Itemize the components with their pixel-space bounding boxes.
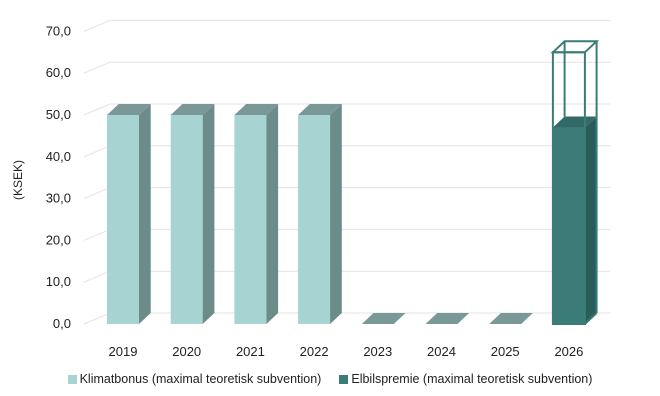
bar-front bbox=[552, 127, 585, 324]
bar-outline-wireframe bbox=[550, 40, 600, 326]
wireframe-top bbox=[550, 40, 600, 54]
bar-front bbox=[170, 115, 203, 324]
bar-klimatbonus bbox=[298, 104, 342, 324]
gridline-wall bbox=[83, 103, 111, 116]
bar-side bbox=[266, 104, 279, 324]
legend: Klimatbonus (maximal teoretisk subventio… bbox=[0, 372, 660, 386]
bar-side bbox=[139, 104, 151, 324]
legend-label-elbilspremie: Elbilspremie (maximal teoretisk subventi… bbox=[351, 372, 593, 386]
bar-klimatbonus bbox=[170, 104, 215, 324]
bar-top bbox=[234, 104, 279, 115]
x-axis-ticks: 2019 2020 2021 2022 2023 2024 2025 2026 bbox=[109, 344, 584, 359]
bar-klimatbonus bbox=[425, 313, 470, 324]
legend-item-klimatbonus: Klimatbonus (maximal teoretisk subventio… bbox=[67, 372, 322, 386]
gridline-wall bbox=[83, 187, 111, 200]
x-tick-label: 2025 bbox=[491, 344, 520, 359]
x-tick-label: 2021 bbox=[236, 344, 265, 359]
y-tick-label: 0,0 bbox=[53, 316, 71, 331]
gridline-wall bbox=[83, 270, 111, 283]
bar-klimatbonus bbox=[361, 313, 406, 324]
y-tick-label: 70,0 bbox=[46, 23, 71, 38]
x-tick-label: 2022 bbox=[300, 344, 329, 359]
chart: 0,0 10,0 20,0 30,0 40,0 50,0 60,0 70,0 2019 2020… bbox=[11, 19, 610, 359]
x-tick-label: 2020 bbox=[172, 344, 201, 359]
x-tick-label: 2026 bbox=[554, 344, 583, 359]
legend-swatch-elbilspremie bbox=[339, 374, 349, 384]
y-tick-label: 40,0 bbox=[46, 149, 71, 164]
y-axis-ticks: 0,0 10,0 20,0 30,0 40,0 50,0 60,0 70,0 bbox=[46, 23, 71, 331]
y-axis-title: (KSEK) bbox=[11, 160, 25, 200]
gridline-wall bbox=[83, 312, 111, 325]
bar-elbilspremie bbox=[552, 116, 597, 324]
y-tick-label: 30,0 bbox=[46, 191, 71, 206]
bar-klimatbonus bbox=[489, 313, 533, 324]
y-tick-label: 60,0 bbox=[46, 65, 71, 80]
bar-front bbox=[234, 115, 267, 324]
bar-side bbox=[330, 104, 342, 324]
bar-front bbox=[298, 115, 331, 324]
legend-swatch-klimatbonus bbox=[67, 374, 77, 384]
x-tick-label: 2019 bbox=[109, 344, 138, 359]
gridlines bbox=[83, 19, 610, 325]
bar-side bbox=[584, 116, 597, 324]
gridline-wall bbox=[83, 19, 111, 32]
y-tick-label: 10,0 bbox=[46, 274, 71, 289]
bar-side bbox=[202, 104, 215, 324]
legend-item-elbilspremie: Elbilspremie (maximal teoretisk subventi… bbox=[339, 372, 592, 386]
bar-top bbox=[170, 104, 215, 115]
bar-top bbox=[489, 313, 533, 324]
gridline-wall bbox=[83, 228, 111, 241]
bar-klimatbonus bbox=[234, 104, 279, 324]
bar-front bbox=[107, 115, 139, 324]
bar-top bbox=[107, 104, 151, 115]
gridline-wall bbox=[83, 145, 111, 158]
gridline-wall bbox=[83, 61, 111, 74]
bar-top bbox=[425, 313, 470, 324]
bars bbox=[107, 40, 600, 326]
legend-label-klimatbonus: Klimatbonus (maximal teoretisk subventio… bbox=[79, 372, 322, 386]
wireframe-bottom-edge bbox=[584, 312, 598, 325]
bar-top bbox=[298, 104, 342, 115]
y-tick-label: 50,0 bbox=[46, 107, 71, 122]
x-tick-label: 2023 bbox=[363, 344, 392, 359]
bar-klimatbonus bbox=[107, 104, 151, 324]
x-tick-label: 2024 bbox=[427, 344, 456, 359]
y-tick-label: 20,0 bbox=[46, 232, 71, 247]
bar-top bbox=[361, 313, 406, 324]
